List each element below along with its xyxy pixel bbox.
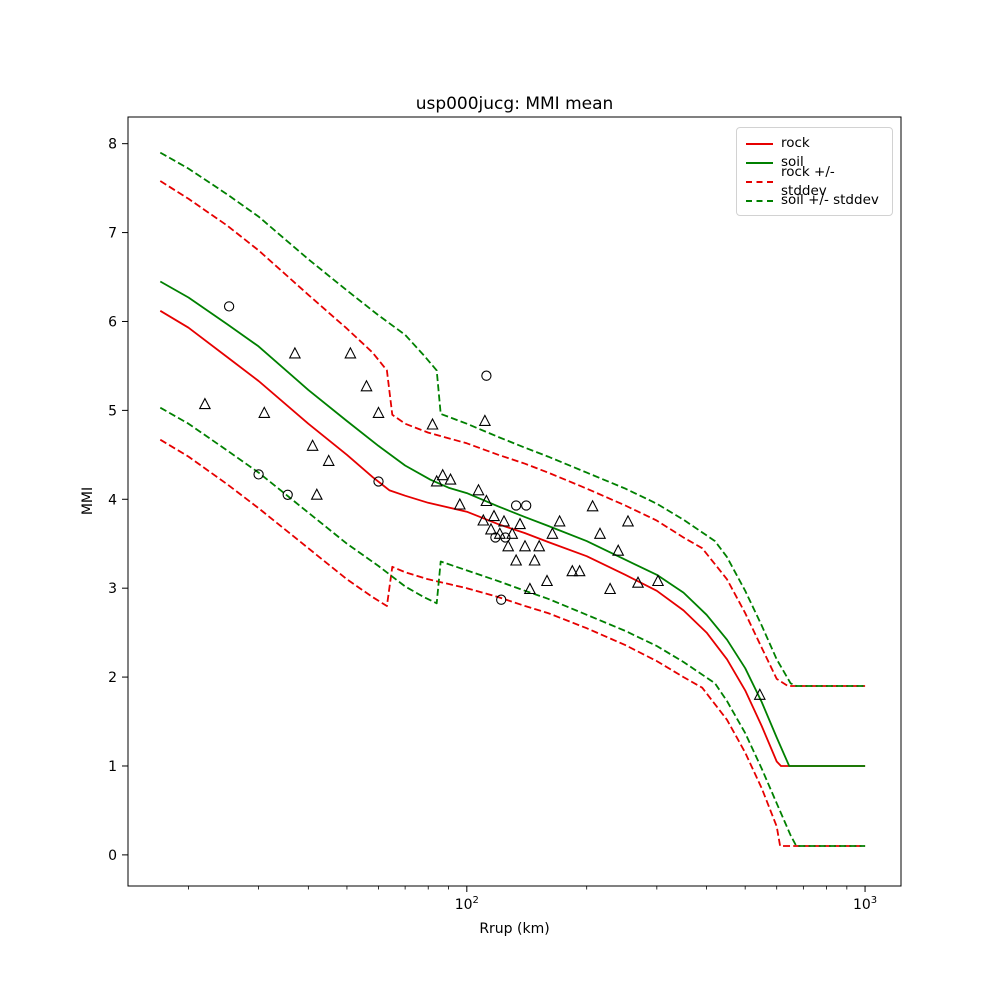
- station-triangle-marker: [523, 582, 537, 595]
- curve-soil-stddev-lower: [159, 406, 866, 847]
- y-tick-label: 5: [108, 403, 117, 419]
- station-circle-marker: [521, 500, 532, 511]
- station-triangle-marker: [472, 483, 485, 496]
- station-triangle-marker: [306, 439, 319, 451]
- curve-rock: [159, 310, 866, 767]
- y-tick-label: 3: [108, 581, 117, 597]
- station-triangle-marker: [487, 509, 501, 522]
- station-triangle-marker: [631, 576, 645, 588]
- y-axis-label: MMI: [80, 486, 96, 516]
- station-triangle-marker: [502, 539, 515, 552]
- x-tick-label: 102: [455, 895, 479, 913]
- station-triangle-marker: [612, 544, 625, 556]
- legend: rock soil rock +/- stddev soil +/- stddev: [736, 127, 893, 216]
- station-triangle-marker: [573, 564, 586, 577]
- chart-title: usp000jucg: MMI mean: [415, 94, 614, 114]
- curve-soil-stddev-upper: [159, 151, 866, 687]
- legend-item-rock-stddev: rock +/- stddev: [746, 164, 883, 199]
- station-triangle-marker: [753, 688, 766, 700]
- legend-item-soil: soil: [746, 153, 883, 172]
- legend-label: soil +/- stddev: [781, 192, 879, 208]
- station-triangle-marker: [372, 406, 385, 418]
- legend-line-swatch: [746, 161, 773, 164]
- legend-label: soil: [781, 154, 804, 170]
- curve-rock-stddev-lower: [159, 438, 866, 847]
- y-tick-label: 6: [108, 314, 117, 330]
- legend-label: rock +/- stddev: [781, 163, 835, 199]
- station-triangle-marker: [288, 346, 302, 359]
- station-triangle-marker: [603, 582, 617, 595]
- y-tick-label: 0: [108, 848, 117, 864]
- x-tick-label: 103: [853, 895, 877, 913]
- station-circle-marker: [500, 532, 511, 543]
- station-triangle-marker: [480, 494, 493, 507]
- station-triangle-marker: [518, 539, 532, 552]
- station-triangle-marker: [546, 527, 559, 539]
- station-triangle-marker: [426, 417, 439, 430]
- station-triangle-marker: [493, 527, 506, 539]
- station-triangle-marker: [528, 553, 541, 566]
- station-circle-marker: [481, 370, 492, 381]
- legend-line-swatch: [746, 180, 773, 183]
- station-triangle-marker: [258, 406, 271, 418]
- station-triangle-marker: [430, 474, 443, 487]
- curve-soil: [159, 280, 866, 767]
- station-triangle-marker: [436, 468, 449, 481]
- station-triangle-marker: [360, 379, 373, 392]
- legend-item-rock: rock: [746, 134, 883, 153]
- station-triangle-marker: [621, 514, 635, 527]
- legend-label: rock: [781, 135, 810, 151]
- station-circle-marker: [282, 489, 293, 500]
- axes-frame: [127, 116, 902, 887]
- station-triangle-marker: [322, 454, 335, 466]
- station-triangle-marker: [593, 527, 607, 539]
- x-axis-label: Rrup (km): [479, 921, 550, 937]
- station-triangle-marker: [509, 553, 523, 566]
- station-triangle-marker: [497, 514, 511, 527]
- station-triangle-marker: [484, 522, 498, 535]
- station-triangle-marker: [586, 499, 599, 512]
- station-triangle-marker: [344, 346, 357, 359]
- station-circle-marker: [223, 301, 235, 312]
- station-triangle-marker: [540, 574, 554, 587]
- station-circle-marker: [253, 469, 264, 480]
- station-triangle-marker: [310, 488, 323, 500]
- station-triangle-marker: [506, 527, 519, 539]
- station-triangle-marker: [444, 472, 457, 485]
- station-triangle-marker: [566, 564, 579, 577]
- y-tick-label: 7: [108, 226, 117, 242]
- legend-line-swatch: [746, 142, 773, 145]
- legend-line-swatch: [746, 199, 773, 202]
- y-tick-label: 4: [108, 492, 117, 508]
- station-circle-marker: [373, 476, 384, 487]
- station-triangle-marker: [651, 574, 665, 587]
- station-circle-marker: [496, 594, 507, 605]
- curve-rock-stddev-upper: [159, 180, 866, 687]
- station-circle-marker: [510, 500, 522, 511]
- station-triangle-marker: [198, 397, 212, 410]
- y-tick-label: 1: [108, 759, 117, 775]
- station-triangle-marker: [478, 414, 492, 426]
- station-triangle-marker: [453, 497, 466, 510]
- station-triangle-marker: [477, 513, 490, 526]
- y-tick-label: 8: [108, 137, 117, 153]
- y-tick-label: 2: [108, 670, 117, 686]
- legend-item-soil-stddev: soil +/- stddev: [746, 191, 883, 210]
- station-triangle-marker: [513, 517, 527, 530]
- station-triangle-marker: [533, 539, 546, 552]
- station-triangle-marker: [553, 514, 566, 527]
